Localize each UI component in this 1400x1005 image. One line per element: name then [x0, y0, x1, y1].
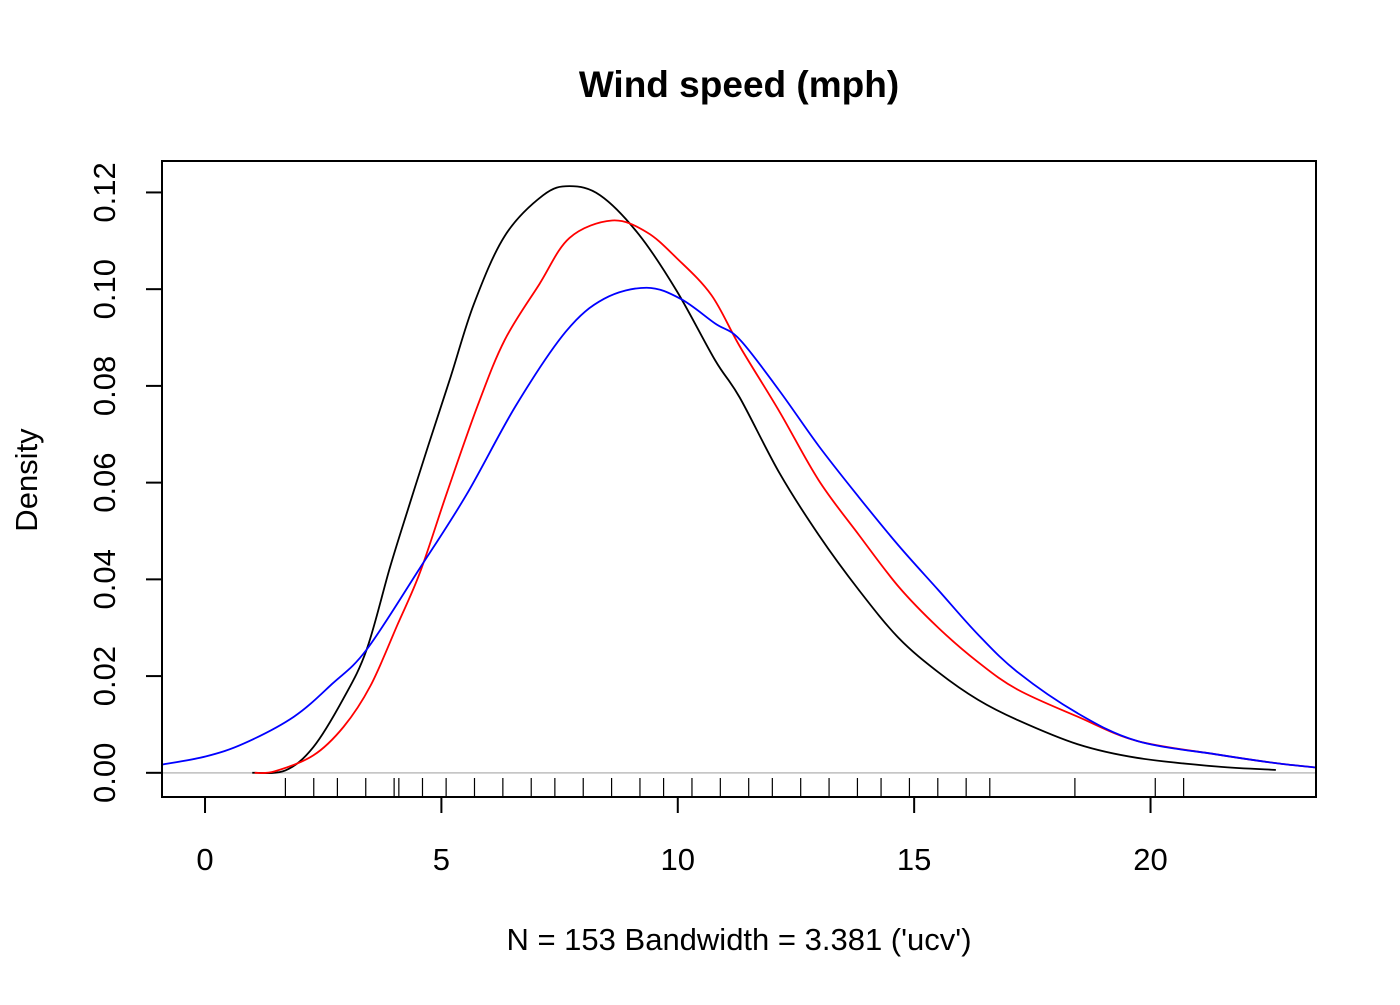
y-tick-label: 0.08 [87, 356, 122, 416]
x-tick-label: 0 [196, 842, 213, 877]
density-curve-3 [161, 286, 1317, 769]
y-tick-label: 0.00 [87, 743, 122, 803]
x-axis: 0 5 10 15 20 [196, 796, 1168, 877]
plot-frame [161, 160, 1317, 798]
curves [161, 185, 1317, 774]
density-curve-1 [252, 185, 1276, 774]
rug [284, 778, 1185, 797]
x-axis-label: N = 153 Bandwidth = 3.381 ('ucv') [506, 922, 971, 957]
x-tick-label: 5 [433, 842, 450, 877]
x-tick-label: 15 [897, 842, 931, 877]
y-tick-label: 0.04 [87, 549, 122, 609]
y-tick-label: 0.12 [87, 162, 122, 222]
y-axis-label: Density [9, 428, 44, 532]
x-tick-label: 20 [1133, 842, 1167, 877]
x-tick-label: 10 [661, 842, 695, 877]
y-tick-label: 0.02 [87, 646, 122, 706]
density-curve-2 [254, 219, 1317, 774]
chart-title: Wind speed (mph) [579, 64, 899, 105]
y-tick-label: 0.10 [87, 259, 122, 319]
y-tick-label: 0.06 [87, 452, 122, 512]
y-axis: 0.00 0.02 0.04 0.06 0.08 0.10 0.12 [87, 162, 163, 803]
